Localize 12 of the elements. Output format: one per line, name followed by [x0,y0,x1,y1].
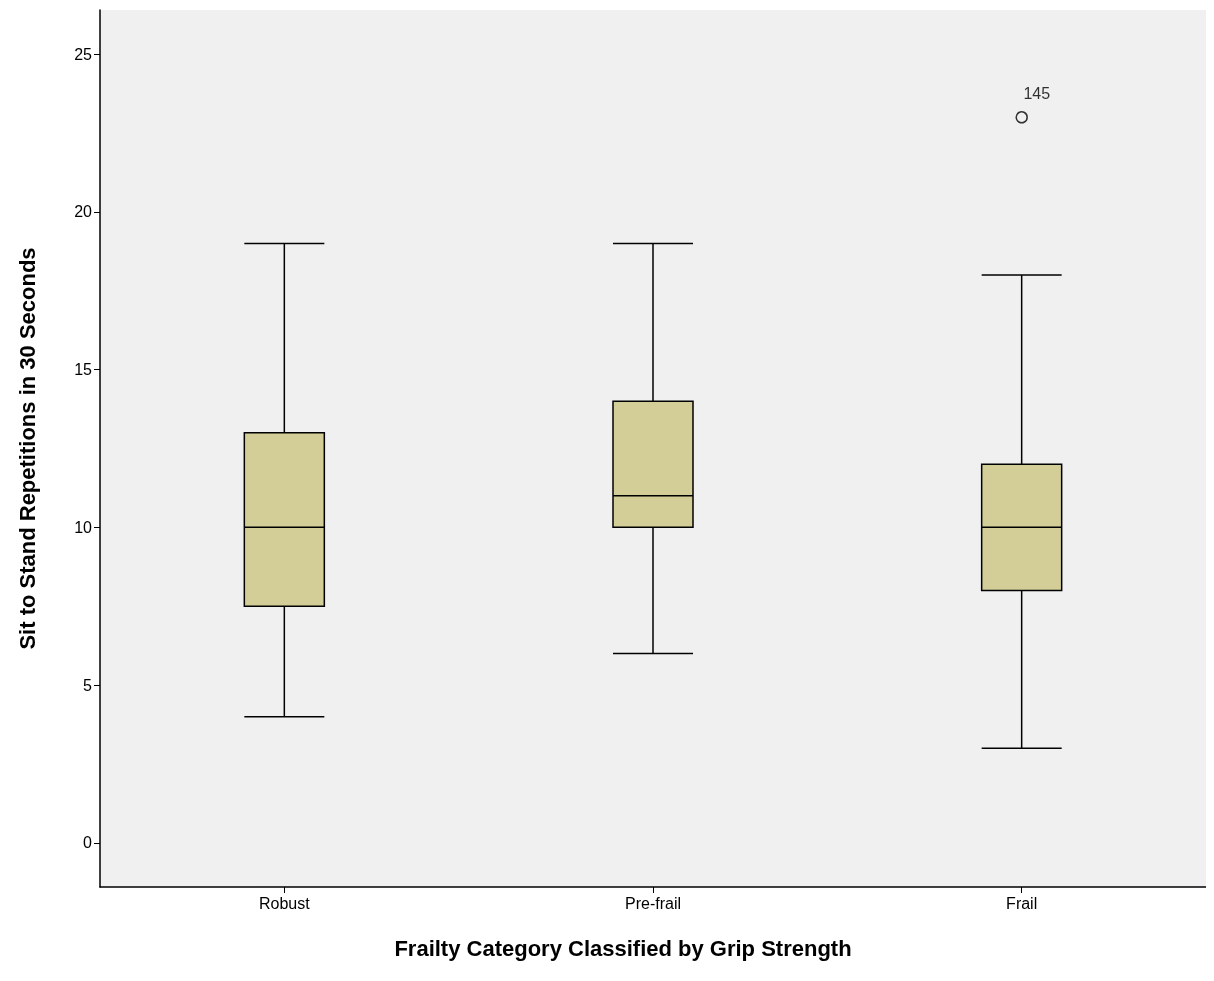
y-tick-label: 20 [74,203,93,221]
y-tick-label: 15 [74,361,93,379]
y-axis-title: Sit to Stand Repetitions in 30 Seconds [14,247,40,650]
x-axis-title: Frailty Category Classified by Grip Strength [394,935,852,961]
x-tick-label: Frail [1006,894,1038,912]
annotation: 145 [1023,84,1051,102]
y-tick-label: 25 [74,45,93,63]
x-tick-label: Pre-frail [624,894,682,912]
y-tick-label: 10 [74,518,93,536]
y-tick-label: 0 [83,834,93,852]
x-tick-label: Robust [258,894,311,912]
y-tick-label: 5 [83,676,93,694]
